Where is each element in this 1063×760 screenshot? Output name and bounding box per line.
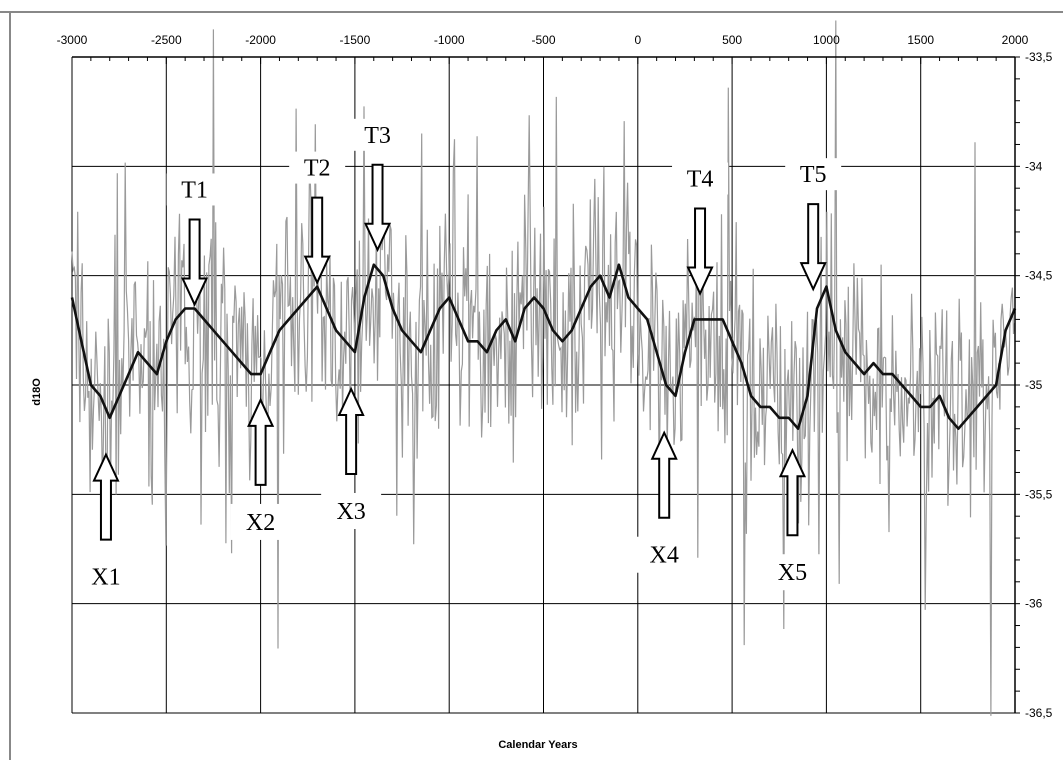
label-bg-x1: [75, 558, 136, 595]
x-tick-label-9: 1500: [907, 33, 934, 47]
y-tick-label-0: -33,5: [1025, 50, 1053, 64]
annotation-t2: T2: [304, 156, 331, 182]
arrow-t4: [686, 207, 714, 296]
x-tick-label-10: 2000: [1002, 33, 1029, 47]
y-tick-label-4: -35,5: [1025, 487, 1053, 501]
annotations: T1 T2 T3 T4 T5 X1 X2 X3 X4 X5: [75, 118, 842, 595]
annotation-t3: T3: [364, 123, 391, 149]
label-bg-t1: [166, 173, 223, 206]
x-tick-label-2: -2000: [245, 33, 276, 47]
label-bg-t3: [349, 118, 406, 151]
x-tick-label-1: -2500: [151, 33, 182, 47]
raw-series: [71, 20, 1016, 716]
label-bg-t4: [672, 162, 729, 195]
y-tick-label-6: -36,5: [1025, 706, 1053, 720]
x-tick-labels: -3000 -2500 -2000 -1500 -1000 -500 0 500 1000 150…: [57, 33, 1029, 47]
raw-series-line: [71, 20, 1016, 716]
label-bg-t5: [785, 158, 842, 191]
axes: [71, 56, 1020, 714]
arrow-t2: [303, 196, 331, 285]
arrow-x1: [92, 452, 120, 541]
y-tick-label-3: -35: [1025, 378, 1043, 392]
smoothed-series: [70, 263, 1017, 431]
x-axis-title: Calendar Years: [498, 739, 577, 751]
arrow-x5: [778, 447, 807, 537]
y-tick-label-2: -34,5: [1025, 269, 1053, 283]
smoothed-series-line: [70, 263, 1017, 431]
y-tick-label-5: -36: [1025, 597, 1043, 611]
arrow-t1: [181, 218, 209, 307]
arrow-t5: [799, 203, 827, 292]
annotation-x1: X1: [91, 565, 120, 591]
annotation-x4: X4: [650, 543, 679, 569]
y-tick-labels: -33,5 -34 -34,5 -35 -35,5 -36 -36,5: [1025, 50, 1053, 720]
x-tick-label-5: -500: [531, 33, 555, 47]
label-bg-x4: [634, 536, 695, 573]
x-tick-label-3: -1500: [340, 33, 371, 47]
x-tick-label-4: -1000: [434, 33, 465, 47]
x-tick-label-6: 0: [634, 33, 641, 47]
arrow-x3: [337, 386, 365, 475]
y-tick-label-1: -34: [1025, 159, 1043, 173]
annotation-t4: T4: [687, 167, 714, 193]
annotation-x3: X3: [336, 499, 365, 525]
x-tick-label-7: 500: [722, 33, 742, 47]
annotation-t1: T1: [181, 177, 208, 203]
label-bg-x3: [321, 493, 382, 529]
annotation-t5: T5: [800, 162, 827, 188]
label-bg-x2: [230, 503, 291, 540]
arrow-x2: [247, 397, 275, 486]
arrow-x4: [650, 430, 678, 519]
x-tick-label-0: -3000: [57, 33, 88, 47]
x-tick-label-8: 1000: [813, 33, 840, 47]
annotation-x2: X2: [246, 510, 275, 536]
arrow-t3: [363, 163, 392, 253]
y-axis-title: d18O: [31, 378, 43, 406]
annotation-x5: X5: [778, 560, 807, 586]
label-bg-t2: [289, 151, 346, 184]
label-bg-x5: [762, 554, 823, 591]
